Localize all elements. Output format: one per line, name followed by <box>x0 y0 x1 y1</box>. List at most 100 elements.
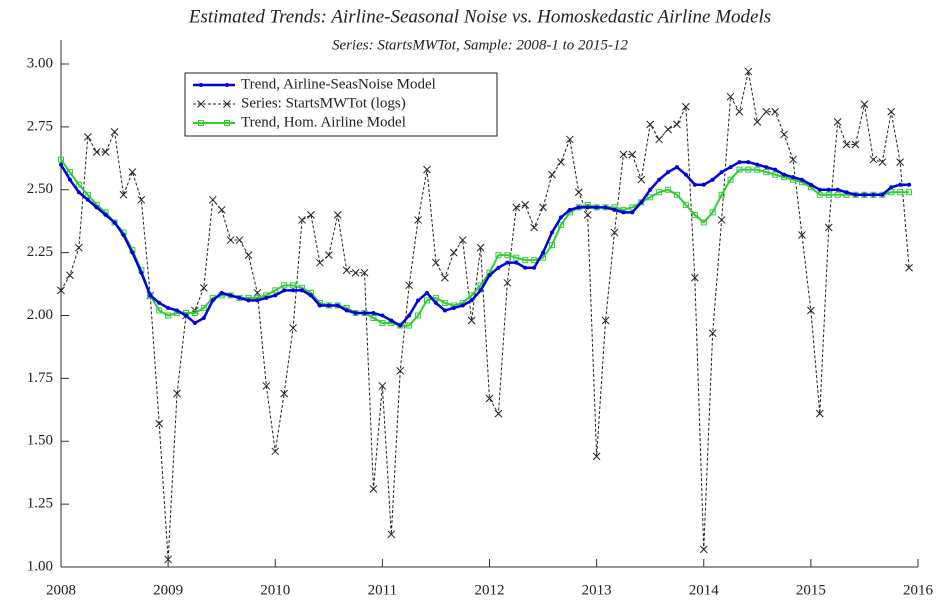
point <box>754 166 761 173</box>
point <box>370 315 377 322</box>
point <box>763 169 770 176</box>
point <box>817 187 822 192</box>
point <box>906 189 913 196</box>
point <box>200 304 207 311</box>
legend-marker <box>225 83 229 87</box>
point <box>833 117 842 126</box>
point <box>59 162 63 167</box>
x-tick-label: 2011 <box>368 582 397 598</box>
point <box>148 293 153 298</box>
point <box>487 273 492 278</box>
point <box>405 281 414 290</box>
point <box>709 209 716 216</box>
point <box>701 182 706 187</box>
point <box>291 288 296 293</box>
point <box>264 295 269 300</box>
point <box>219 290 224 295</box>
point <box>137 195 146 204</box>
point <box>235 236 244 244</box>
point <box>458 236 467 244</box>
point <box>183 313 188 318</box>
point <box>416 298 421 303</box>
point <box>244 251 253 259</box>
point <box>548 242 555 249</box>
point <box>700 219 707 226</box>
x-tick-label: 2010 <box>260 582 290 598</box>
point <box>156 307 163 314</box>
point <box>674 165 679 170</box>
chart-subtitle: Series: StartsMWTot, Sample: 2008-1 to 2… <box>332 37 629 53</box>
point <box>414 216 422 224</box>
point <box>111 219 118 226</box>
point <box>592 452 601 461</box>
point <box>522 257 529 264</box>
point <box>824 223 833 232</box>
point <box>460 303 465 308</box>
point <box>208 195 217 204</box>
point <box>629 204 636 211</box>
point <box>101 148 110 156</box>
point <box>690 273 699 282</box>
point <box>791 175 796 180</box>
point <box>379 320 386 327</box>
point <box>398 323 403 328</box>
point <box>728 165 733 170</box>
point <box>726 92 735 101</box>
point <box>432 294 439 301</box>
point <box>897 189 904 196</box>
point <box>175 308 180 313</box>
point <box>378 382 387 390</box>
point <box>504 252 511 259</box>
point <box>58 156 64 163</box>
point <box>878 158 887 166</box>
y-tick-label: 1.75 <box>27 370 53 386</box>
point <box>66 169 73 176</box>
point <box>344 308 349 313</box>
point <box>844 190 849 195</box>
point <box>853 192 858 197</box>
point <box>826 187 831 192</box>
point <box>290 282 297 289</box>
point <box>869 155 878 164</box>
point <box>280 389 289 398</box>
point <box>199 283 208 292</box>
legend-marker <box>224 120 230 126</box>
point <box>557 158 565 166</box>
point <box>333 211 342 219</box>
point <box>718 191 725 198</box>
point <box>173 389 181 398</box>
point <box>782 172 787 177</box>
point <box>548 170 556 179</box>
point <box>201 316 206 321</box>
point <box>871 192 876 197</box>
point <box>549 230 554 235</box>
point <box>478 288 483 293</box>
point <box>531 257 538 264</box>
point <box>905 263 913 272</box>
point <box>880 192 885 197</box>
point <box>558 215 563 220</box>
point <box>764 165 769 170</box>
point <box>85 197 90 202</box>
point <box>316 258 324 267</box>
point <box>468 292 475 299</box>
point <box>67 177 72 182</box>
legend-marker <box>197 100 205 108</box>
point <box>860 100 869 109</box>
point <box>300 288 305 293</box>
y-tick-label: 2.75 <box>27 118 53 134</box>
x-tick-label: 2012 <box>475 582 505 598</box>
point <box>342 266 351 275</box>
point <box>121 233 126 238</box>
point <box>191 309 198 316</box>
point <box>753 117 762 126</box>
point <box>638 199 645 206</box>
point <box>887 107 896 116</box>
point <box>834 191 841 198</box>
legend-marker <box>198 120 204 126</box>
point <box>532 265 537 270</box>
point <box>665 186 672 193</box>
point <box>557 221 564 228</box>
point <box>449 248 458 257</box>
point <box>94 205 99 210</box>
